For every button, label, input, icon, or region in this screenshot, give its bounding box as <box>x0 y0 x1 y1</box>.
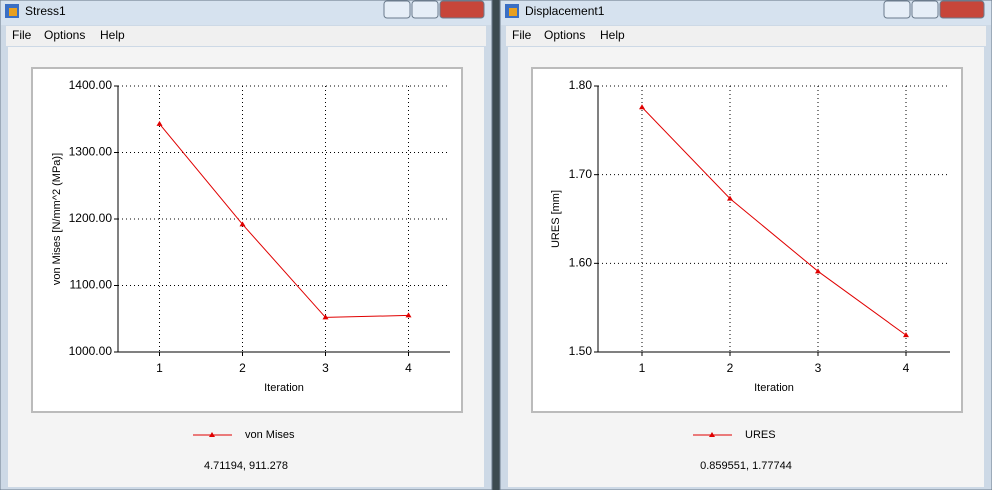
marker <box>405 312 412 318</box>
minimize-button[interactable] <box>383 0 411 19</box>
x-axis-label: Iteration <box>754 382 794 394</box>
minimize-button[interactable] <box>883 0 911 19</box>
menu-bar <box>506 26 986 46</box>
window: Displacement1 File Options Help 0.859551, 1.… <box>499 0 992 490</box>
y-tick-label: 1.70 <box>569 167 593 181</box>
marker <box>903 332 909 338</box>
menu-item[interactable]: File <box>12 28 32 42</box>
x-tick-label: 4 <box>903 361 910 375</box>
marker <box>639 104 645 110</box>
y-tick-label: 1.60 <box>569 256 593 270</box>
chart: 1.50 1.60 1.70 1.80 1 2 3 4 Iteration URES [mm] UR… <box>550 78 950 441</box>
window-title: Stress1 <box>25 4 66 18</box>
y-tick-label: 1.80 <box>569 78 593 92</box>
menu-item[interactable]: Options <box>544 28 585 42</box>
chart-panel <box>31 67 463 413</box>
app-icon <box>9 8 17 16</box>
y-tick-label: 1200.00 <box>69 211 113 225</box>
menu-bar <box>6 26 486 46</box>
maximize-button[interactable] <box>911 0 939 19</box>
status-text: 0.859551, 1.77744 <box>700 460 792 472</box>
marker <box>322 314 329 320</box>
legend-label: von Mises <box>245 429 295 441</box>
marker <box>727 195 733 201</box>
x-axis-label: Iteration <box>264 382 304 394</box>
x-tick-label: 1 <box>639 361 646 375</box>
marker <box>709 432 715 437</box>
x-tick-label: 4 <box>405 361 412 375</box>
status-text: 4.71194, 911.278 <box>204 460 288 472</box>
y-axis-label: URES [mm] <box>550 190 562 248</box>
marker <box>815 268 821 274</box>
marker <box>209 432 215 437</box>
y-tick-label: 1100.00 <box>70 278 113 292</box>
menu-item[interactable]: Options <box>44 28 85 42</box>
menu-item[interactable]: Help <box>100 28 125 42</box>
x-tick-label: 3 <box>322 361 329 375</box>
series-line <box>159 123 409 318</box>
chart-panel <box>531 67 963 413</box>
window-title: Displacement1 <box>525 4 605 18</box>
x-tick-label: 1 <box>156 361 163 375</box>
window: Stress1 File Options Help 4.71194, 911.278 <box>0 0 493 490</box>
y-tick-label: 1400.00 <box>69 78 113 92</box>
menu-item[interactable]: Help <box>600 28 625 42</box>
close-button[interactable] <box>939 0 985 19</box>
series-line <box>641 106 907 336</box>
x-tick-label: 3 <box>815 361 822 375</box>
menu-item[interactable]: File <box>512 28 532 42</box>
app-icon <box>509 8 517 16</box>
marker <box>239 221 246 227</box>
close-button[interactable] <box>439 0 485 19</box>
y-tick-label: 1000.00 <box>69 344 113 358</box>
x-tick-label: 2 <box>727 361 734 375</box>
marker <box>156 120 163 126</box>
legend-label: URES <box>745 429 776 441</box>
x-tick-label: 2 <box>239 361 246 375</box>
chart: 1000.00 1100.00 1200.00 1300.00 1400.00 1 2 3 4 I… <box>51 78 450 441</box>
maximize-button[interactable] <box>411 0 439 19</box>
y-tick-label: 1.50 <box>569 344 593 358</box>
y-tick-label: 1300.00 <box>69 145 113 159</box>
y-axis-label: von Mises [N/mm^2 (MPa)] <box>51 153 63 285</box>
